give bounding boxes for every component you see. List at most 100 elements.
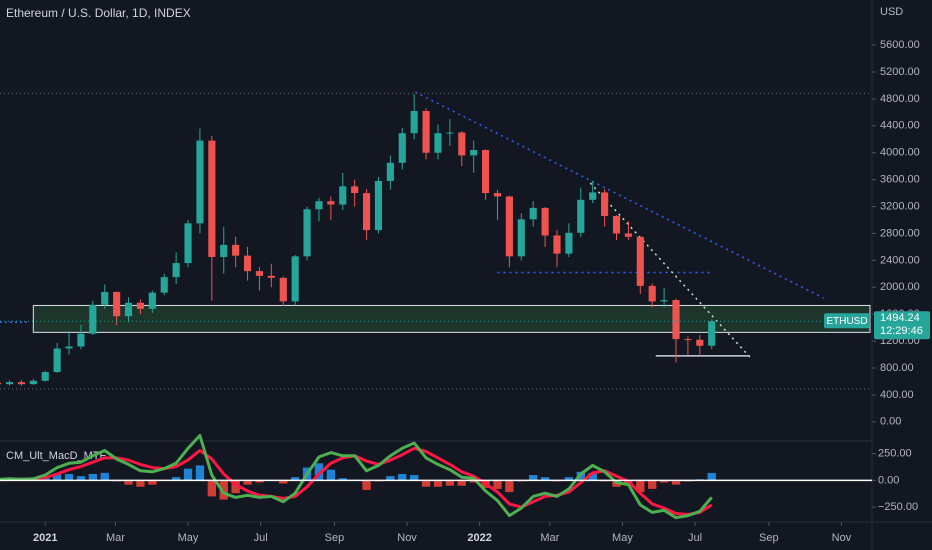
indicator-name: CM_Ult_MacD_MTF	[6, 450, 107, 462]
candle-body	[386, 162, 394, 181]
indicator-tick-label: 0.00	[878, 474, 899, 486]
histogram-bar	[231, 480, 240, 494]
candle-body	[5, 382, 14, 385]
x-tick-label: Nov	[832, 532, 852, 544]
histogram-bar	[219, 480, 228, 500]
x-tick-label: Nov	[397, 532, 417, 544]
candle-body	[422, 111, 430, 153]
x-tick-label: Jul	[254, 532, 268, 544]
candle-body	[232, 244, 240, 256]
histogram-bar	[171, 477, 181, 481]
y-tick-label: 2400.00	[880, 254, 920, 266]
histogram-bar	[505, 480, 514, 493]
symbol-badge	[824, 313, 870, 329]
candle-body	[41, 372, 49, 381]
x-tick-label: Mar	[540, 532, 559, 544]
support-zone	[32, 304, 871, 333]
candle-body	[565, 232, 573, 254]
candle-body	[113, 291, 121, 317]
candle-body	[708, 321, 716, 346]
y-tick-label: 800.00	[880, 362, 914, 374]
histogram-bar	[136, 480, 145, 487]
countdown-label: 12:29:46	[880, 325, 923, 337]
histogram-bar	[659, 480, 669, 483]
histogram-bar	[529, 475, 538, 481]
candle-body	[374, 180, 383, 231]
y-tick-label: 4000.00	[880, 147, 920, 159]
candle-body	[612, 215, 621, 234]
histogram-bar	[338, 478, 347, 481]
candle-body	[398, 133, 406, 163]
candle-body	[136, 302, 145, 309]
x-tick-label: May	[178, 532, 199, 544]
macd-line	[0, 434, 713, 520]
histogram-bar	[279, 480, 288, 484]
candle-body	[660, 300, 668, 302]
price-badge	[874, 311, 930, 340]
candle-body	[29, 380, 37, 385]
candle-body	[529, 207, 537, 220]
candle-body	[458, 132, 466, 156]
histogram-bar	[255, 480, 264, 483]
candle-body	[196, 140, 204, 224]
candle-body	[101, 291, 109, 305]
candle-body	[148, 292, 156, 309]
histogram-bar	[100, 472, 109, 481]
candle-body	[339, 186, 347, 205]
candle-body	[624, 233, 632, 237]
candle-body	[267, 275, 275, 278]
candle-body	[17, 382, 25, 385]
chart-title: Ethereum / U.S. Dollar, 1D, INDEX	[6, 6, 191, 20]
histogram-bar	[588, 472, 597, 481]
candle-body	[184, 223, 192, 264]
candle-body	[446, 132, 454, 134]
indicator-tick-label: 250.00	[878, 448, 912, 460]
candle-body	[470, 150, 478, 156]
candle-body	[362, 193, 371, 231]
candle-body	[279, 277, 287, 302]
last-price-label: 1494.24	[880, 312, 920, 324]
candle-body	[493, 193, 502, 197]
histogram-bar	[421, 480, 431, 487]
histogram-bar	[88, 473, 97, 481]
candle-body	[541, 207, 549, 236]
candle-body	[208, 140, 216, 258]
histogram-bar	[493, 480, 502, 489]
candle-body	[327, 201, 335, 205]
histogram-bar	[457, 480, 466, 486]
candle-body	[172, 263, 180, 278]
trend-line	[415, 91, 824, 299]
histogram-bar	[540, 477, 550, 481]
y-tick-label: 3600.00	[880, 174, 920, 186]
histogram-bar	[124, 480, 133, 485]
x-tick-label: Sep	[759, 532, 779, 544]
y-tick-label: 2800.00	[880, 227, 920, 239]
candle-body	[291, 256, 299, 302]
candle-body	[220, 244, 228, 258]
candle-body	[636, 236, 644, 286]
x-tick-label: 2021	[33, 532, 57, 544]
y-tick-label: 0.00	[880, 416, 901, 428]
candle-body	[0, 382, 2, 385]
histogram-bar	[148, 480, 157, 485]
candle-body	[517, 219, 525, 257]
histogram-bar	[398, 473, 407, 481]
symbol-label: ETHUSD	[826, 316, 867, 327]
candle-body	[553, 235, 561, 254]
y-tick-label: 400.00	[880, 389, 914, 401]
y-tick-label: 4800.00	[880, 93, 920, 105]
histogram-bar	[445, 480, 455, 486]
candle-body	[315, 201, 323, 210]
histogram-bar	[410, 475, 419, 481]
x-tick-label: Mar	[106, 532, 125, 544]
candle-body	[589, 192, 597, 200]
indicator-tick-label: −250.00	[878, 501, 918, 513]
histogram-bar	[76, 476, 86, 481]
x-tick-label: Jul	[688, 532, 702, 544]
histogram-bar	[469, 480, 478, 483]
candle-body	[53, 348, 61, 373]
candle-body	[577, 199, 585, 233]
currency-label: USD	[880, 6, 903, 18]
